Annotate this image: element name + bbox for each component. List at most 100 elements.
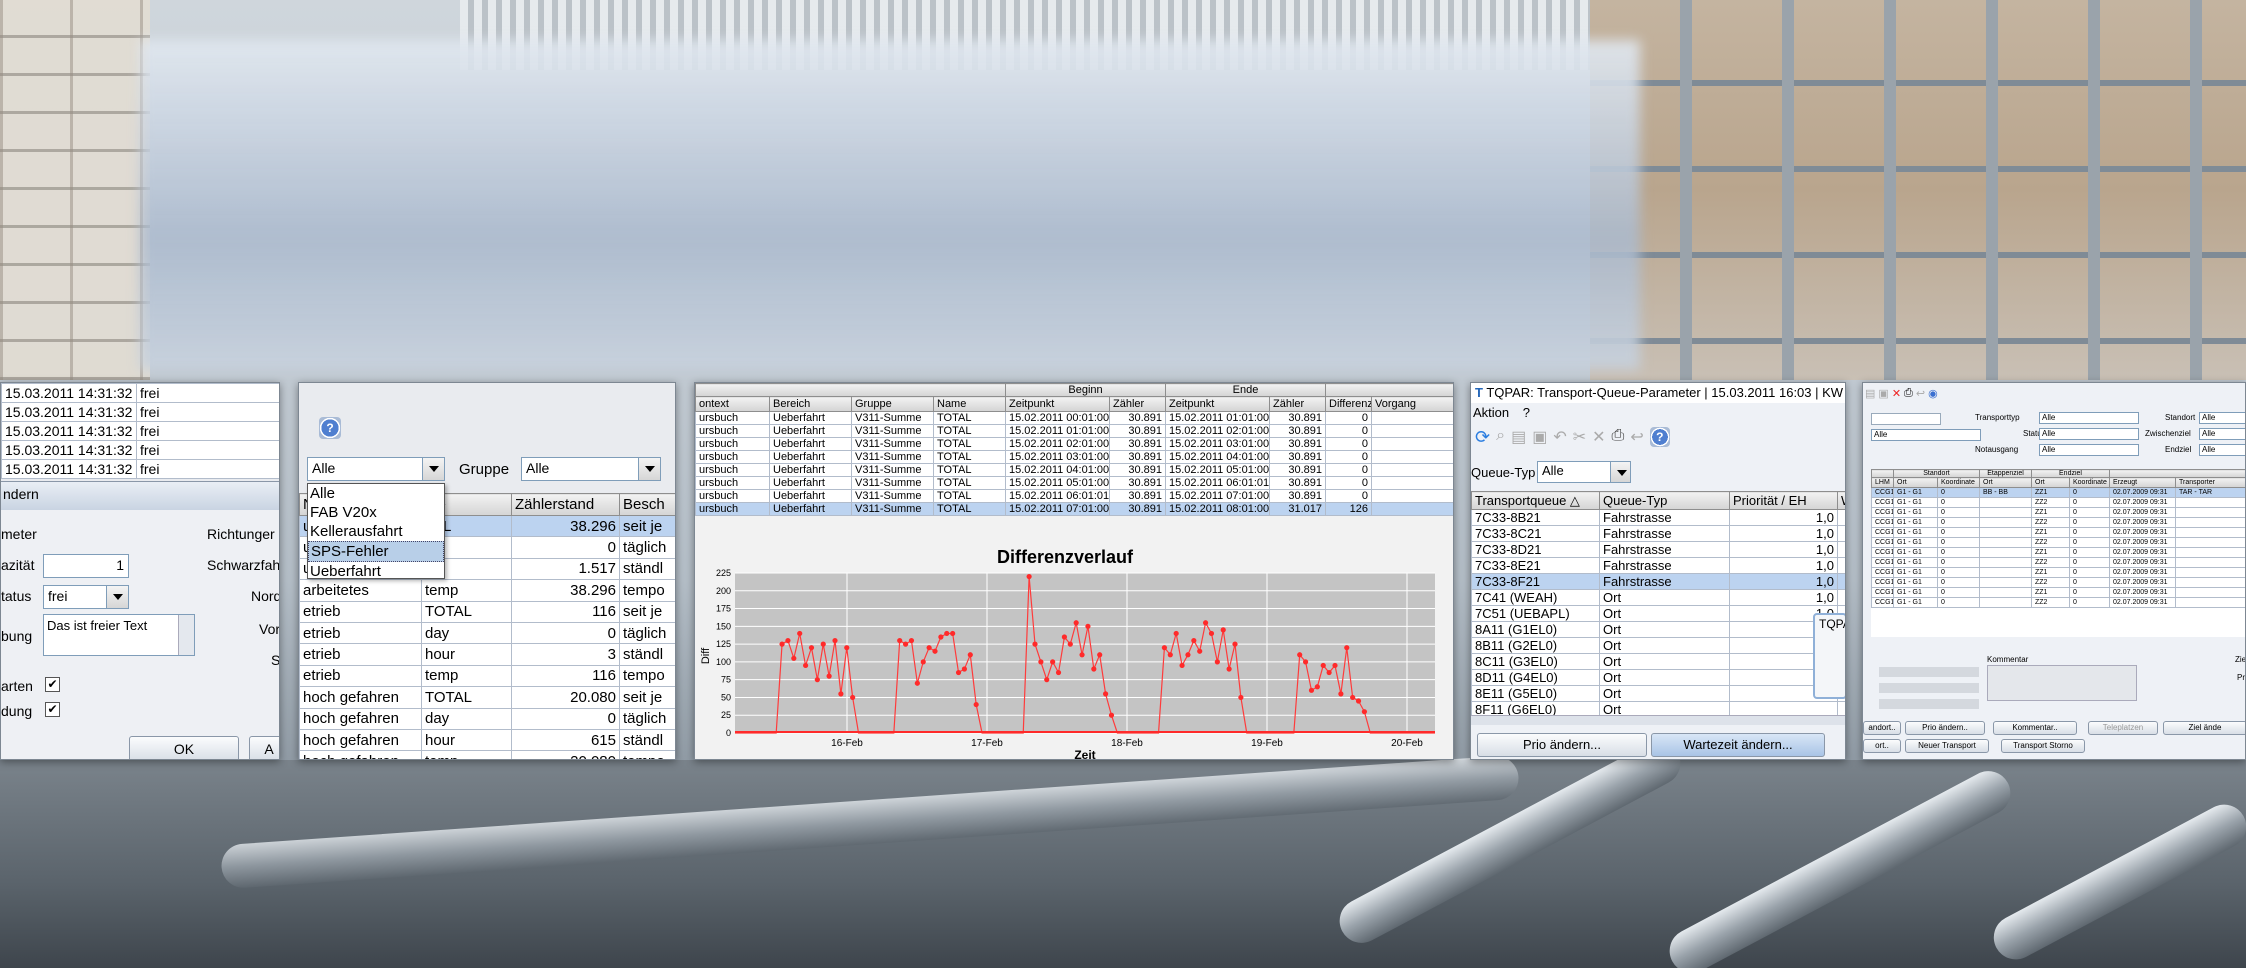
chevron-down-icon[interactable]	[422, 458, 444, 480]
table-row[interactable]: CCG1 G1 - G1 0 ZZ1 0 02.07.2009 09:31	[1871, 547, 2245, 558]
text-filter-input[interactable]	[1871, 413, 1941, 425]
action-button[interactable]: Ziel ände	[2163, 721, 2245, 735]
left-filter-select[interactable]: Alle	[1871, 429, 1981, 441]
refresh-icon[interactable]: ⟳	[1475, 427, 1491, 447]
table-row[interactable]: ursbuch Ueberfahrt V311-Summe TOTAL 15.02.20…	[695, 450, 1453, 464]
column-header[interactable]: Vorgang	[1371, 396, 1453, 412]
table-row[interactable]: hoch gefahrentemp20.080tempo	[299, 750, 675, 759]
table-row[interactable]: 7C33-8B21 Fahrstrasse 1,0	[1471, 509, 1845, 526]
chevron-down-icon[interactable]	[638, 458, 660, 480]
table-row[interactable]: etrieb hour 3 ständl	[299, 643, 675, 666]
table-row[interactable]: ursbuch Ueberfahrt V311-Summe TOTAL 15.02.20…	[695, 437, 1453, 451]
action-button[interactable]: Transport Storno	[2001, 739, 2085, 753]
table-row[interactable]: hoch gefahren day 0 täglich	[299, 707, 675, 730]
table-row[interactable]: 15.03.2011 14:31:32 frei	[1, 421, 279, 441]
action-button[interactable]: andort..	[1863, 721, 1901, 735]
change-priority-button[interactable]: Prio ändern...	[1477, 733, 1647, 757]
horizontal-scrollbar[interactable]	[1471, 715, 1845, 725]
chevron-down-icon[interactable]	[1610, 462, 1630, 482]
table-row[interactable]: CCG1 G1 - G1 0 ZZ1 0 02.07.2009 09:31	[1871, 567, 2245, 578]
table-row[interactable]: CCG1 G1 - G1 0 ZZ2 0 02.07.2009 09:31	[1871, 517, 2245, 528]
column-header[interactable]: Koordinate	[1937, 477, 1980, 488]
table-row[interactable]: CCG1 G1 - G1 0 ZZ2 0 02.07.2009 09:31	[1871, 557, 2245, 568]
column-header[interactable]: Priorität / EH	[1729, 491, 1838, 510]
document-icon[interactable]: ▤	[1865, 388, 1876, 400]
print-icon[interactable]: ⎙	[1904, 387, 1913, 399]
table-row[interactable]: 15.03.2011 14:31:32 frei	[1, 440, 279, 460]
action-button[interactable]: Teleplatzen	[2088, 721, 2158, 735]
column-header[interactable]: Zählerstand	[511, 493, 620, 516]
group-select[interactable]: Alle	[521, 457, 661, 481]
column-header[interactable]: Zähler	[1269, 396, 1327, 412]
table-row[interactable]: CCG1 G1 - G1 0 ZZ1 0 02.07.2009 09:31	[1871, 587, 2245, 598]
column-header[interactable]: LHM	[1871, 477, 1894, 488]
action-button[interactable]: Kommentar..	[1993, 721, 2077, 735]
table-row[interactable]: CCG1 G1 - G1 0 ZZ2 0 02.07.2009 09:31	[1871, 577, 2245, 588]
table-row[interactable]: CCG1 G1 - G1 0 BB - BB ZZ1 0 02.07.2009 09:31 T…	[1871, 487, 2245, 498]
column-header[interactable]: Transportqueue △	[1471, 491, 1600, 510]
table-row[interactable]: 15.03.2011 14:31:32 frei	[1, 459, 279, 479]
table-row[interactable]: ursbuch Ueberfahrt V311-Summe TOTAL 15.02.20…	[695, 476, 1453, 490]
help-icon[interactable]: ?	[319, 417, 341, 439]
dropdown-option[interactable]: Ueberfahrt	[310, 563, 381, 580]
search-icon[interactable]: ⌕	[1496, 427, 1506, 444]
column-header[interactable]: Ort	[1893, 477, 1938, 488]
table-row[interactable]: CCG1 G1 - G1 0 ZZ2 0 02.07.2009 09:31	[1871, 597, 2245, 608]
dropdown-option[interactable]: FAB V20x	[310, 504, 377, 521]
ok-button[interactable]: OK	[129, 736, 239, 759]
action-button[interactable]: ort..	[1863, 739, 1901, 753]
queue-type-select[interactable]: Alle	[1537, 461, 1631, 483]
table-row[interactable]: etrieb day 0 täglich	[299, 621, 675, 645]
column-header[interactable]: ontext	[695, 396, 770, 412]
filter-select[interactable]: Alle	[2199, 444, 2245, 456]
filter-select[interactable]: Alle	[2199, 412, 2245, 424]
filter-select[interactable]: Alle	[2039, 444, 2139, 456]
column-header[interactable]: Gruppe	[851, 396, 934, 412]
table-row[interactable]: hoch gefahren TOTAL 20.080 seit je	[299, 686, 675, 709]
column-header[interactable]: Koordinate	[2069, 477, 2110, 488]
table-row[interactable]: CCG1 G1 - G1 0 ZZ1 0 02.07.2009 09:31	[1871, 507, 2245, 518]
table-row[interactable]: hoch gefahren hour 615 ständl	[299, 728, 675, 752]
table-row[interactable]: 7C33-8E21 Fahrstrasse 1,0	[1471, 557, 1845, 574]
column-header[interactable]: Ort	[1979, 477, 2032, 488]
textarea-scrollbar[interactable]	[178, 615, 194, 655]
filter-select[interactable]: Alle	[2039, 428, 2139, 440]
column-header[interactable]: Zähler	[1108, 396, 1167, 412]
table-row[interactable]: ursbuch Ueberfahrt V311-Summe TOTAL 15.02.20…	[695, 424, 1453, 438]
column-header[interactable]: Transporter	[2175, 477, 2245, 488]
save-icon[interactable]: ▣	[1532, 429, 1548, 446]
warten-checkbox[interactable]: ✔	[45, 677, 60, 692]
cancel-button[interactable]: A	[249, 736, 279, 759]
table-row[interactable]: 7C33-8C21 Fahrstrasse 1,0	[1471, 525, 1845, 542]
table-row[interactable]: 15.03.2011 14:31:32 frei	[1, 383, 279, 403]
column-header[interactable]: Besch	[619, 493, 675, 516]
meldung-checkbox[interactable]: ✔	[45, 702, 60, 717]
filter-select[interactable]: Alle	[2039, 412, 2139, 424]
category-select[interactable]: Alle	[307, 457, 445, 481]
column-header[interactable]: Erzeugt	[2109, 477, 2176, 488]
document-icon[interactable]: ▤	[1511, 429, 1527, 446]
menu-help[interactable]: ?	[1522, 405, 1530, 420]
undo-icon[interactable]: ↶	[1553, 429, 1567, 446]
description-textarea[interactable]: Das ist freier Text	[43, 614, 195, 656]
column-header[interactable]: Differenz	[1325, 396, 1373, 412]
change-waittime-button[interactable]: Wartezeit ändern...	[1651, 733, 1825, 757]
action-button[interactable]: Neuer Transport	[1905, 739, 1989, 753]
column-header[interactable]: Zeitpunkt	[1005, 396, 1110, 412]
save-icon[interactable]: ▣	[1878, 388, 1889, 400]
table-row[interactable]: etrieb TOTAL 116 seit je	[299, 600, 675, 623]
menu-aktion[interactable]: Aktion	[1473, 405, 1510, 420]
table-row[interactable]: ursbuch Ueberfahrt V311-Summe TOTAL 15.02.20…	[695, 411, 1453, 425]
dropdown-option[interactable]: Kellerausfahrt	[310, 523, 403, 540]
column-header[interactable]: Zeitpunkt	[1165, 396, 1271, 412]
table-row[interactable]: 8A11 (G1EL0) Ort	[1471, 621, 1845, 638]
dropdown-option[interactable]: SPS-Fehler	[308, 541, 444, 562]
table-row[interactable]: etrieb temp 116 tempo	[299, 664, 675, 688]
help-icon[interactable]: ◉	[1928, 388, 1938, 400]
table-row[interactable]: ursbuch Ueberfahrt V311-Summe TOTAL 15.02.20…	[695, 463, 1453, 477]
column-header[interactable]: W	[1837, 491, 1845, 510]
table-row[interactable]: 8C11 (G3EL0) Ort	[1471, 653, 1845, 670]
column-header[interactable]: Queue-Typ	[1599, 491, 1730, 510]
category-dropdown[interactable]: Alle FAB V20x Kellerausfahrt SPS-Fehler Uebe…	[307, 483, 445, 580]
